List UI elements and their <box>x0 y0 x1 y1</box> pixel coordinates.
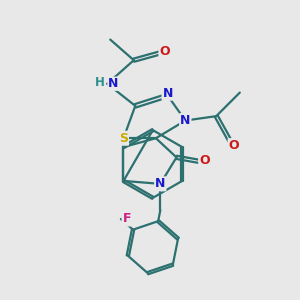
Text: N: N <box>155 177 166 190</box>
Text: N: N <box>163 87 173 100</box>
Text: N: N <box>180 114 190 127</box>
Text: H: H <box>94 76 104 89</box>
Text: O: O <box>159 45 170 58</box>
Text: O: O <box>199 154 210 167</box>
Text: O: O <box>229 139 239 152</box>
Text: S: S <box>119 132 128 145</box>
Text: F: F <box>122 212 131 226</box>
Text: N: N <box>108 77 118 90</box>
